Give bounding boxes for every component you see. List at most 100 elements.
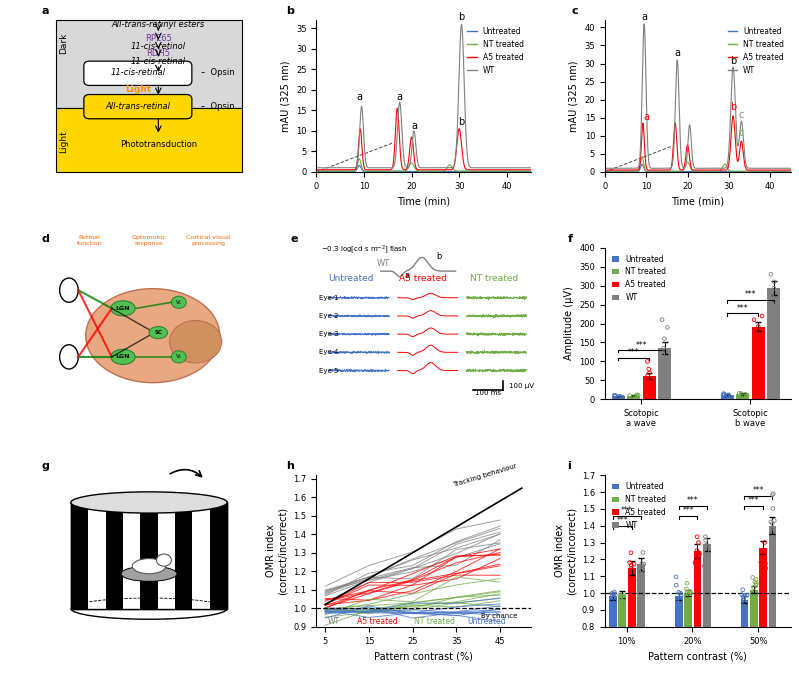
Point [623,390,636,401]
Text: ***: *** [737,303,749,313]
Point [690,545,703,556]
Point [749,599,762,609]
Text: b: b [459,117,465,127]
Point [698,561,710,572]
Point [684,588,697,599]
Point [675,590,688,601]
Point [721,391,734,402]
Point [632,390,645,400]
Point [630,390,642,401]
Point [658,334,670,344]
Point [628,575,641,586]
Point [625,547,638,558]
Point [751,334,764,344]
Text: ***: *** [617,516,628,525]
Point [616,590,629,601]
Y-axis label: mAU (325 nm): mAU (325 nm) [280,60,291,132]
Circle shape [157,554,171,566]
Point [765,269,777,280]
Ellipse shape [111,349,135,365]
Point [608,589,621,600]
Polygon shape [157,503,175,609]
Text: All-trans-retinal: All-trans-retinal [105,102,170,111]
Polygon shape [210,503,227,609]
Point [670,572,682,582]
FancyBboxPatch shape [84,61,192,86]
Text: ***: *** [745,290,757,299]
FancyBboxPatch shape [84,94,192,119]
Point [689,557,702,568]
Point [680,584,693,594]
Text: ***: *** [753,486,764,495]
Point [756,311,769,321]
Point [616,598,629,609]
Point [702,541,714,551]
Text: Eye 4: Eye 4 [319,349,338,355]
Point [765,516,777,527]
Point [733,388,745,398]
Point [614,590,626,601]
Point [737,584,749,595]
Ellipse shape [171,350,186,363]
Y-axis label: OMR index
(correct/incorrect): OMR index (correct/incorrect) [555,507,576,595]
Point [624,579,637,590]
Point [750,578,763,588]
Point [749,328,761,338]
Point [657,343,670,354]
Point [735,388,748,399]
Point [634,574,646,585]
Text: ***: *** [687,496,698,505]
Ellipse shape [133,559,165,574]
Point [699,535,712,546]
Text: Untreated: Untreated [467,617,506,626]
Point [611,392,624,403]
Point [617,596,630,607]
Point [699,562,712,573]
Y-axis label: mAU (325 nm): mAU (325 nm) [569,60,579,132]
Point [614,594,627,605]
Point [640,375,653,386]
Point [631,392,644,402]
Point [741,390,753,400]
Point [682,588,695,599]
Text: h: h [286,461,294,471]
Point [689,558,702,569]
Point [656,314,669,325]
Bar [741,600,749,674]
Point [741,390,753,401]
Text: Light: Light [125,86,151,94]
Point [641,371,654,381]
Text: f: f [567,234,573,243]
Polygon shape [88,503,105,609]
Bar [609,596,617,674]
Bar [769,526,777,674]
Ellipse shape [85,288,220,383]
Point [739,389,752,400]
Ellipse shape [60,344,78,369]
Polygon shape [193,503,210,609]
Text: a: a [356,92,362,102]
Point [627,559,640,570]
Point [614,590,627,601]
Text: Eye 1: Eye 1 [319,295,338,301]
Point [758,551,771,562]
Point [759,558,772,569]
Point [674,588,687,599]
Bar [684,593,692,674]
Point [684,586,697,597]
Point [766,503,779,514]
Bar [675,596,682,674]
Polygon shape [105,503,123,609]
Point [749,576,761,587]
Text: Dark: Dark [59,32,68,54]
Point [674,594,686,605]
Text: V₁: V₁ [176,355,181,359]
Point [765,311,778,321]
Text: b: b [730,55,736,65]
Point [690,531,703,542]
Text: 11-cis-retinal: 11-cis-retinal [110,68,165,77]
Ellipse shape [60,278,78,302]
Text: RPE65: RPE65 [145,34,172,43]
Bar [618,595,626,674]
Point [606,590,619,601]
